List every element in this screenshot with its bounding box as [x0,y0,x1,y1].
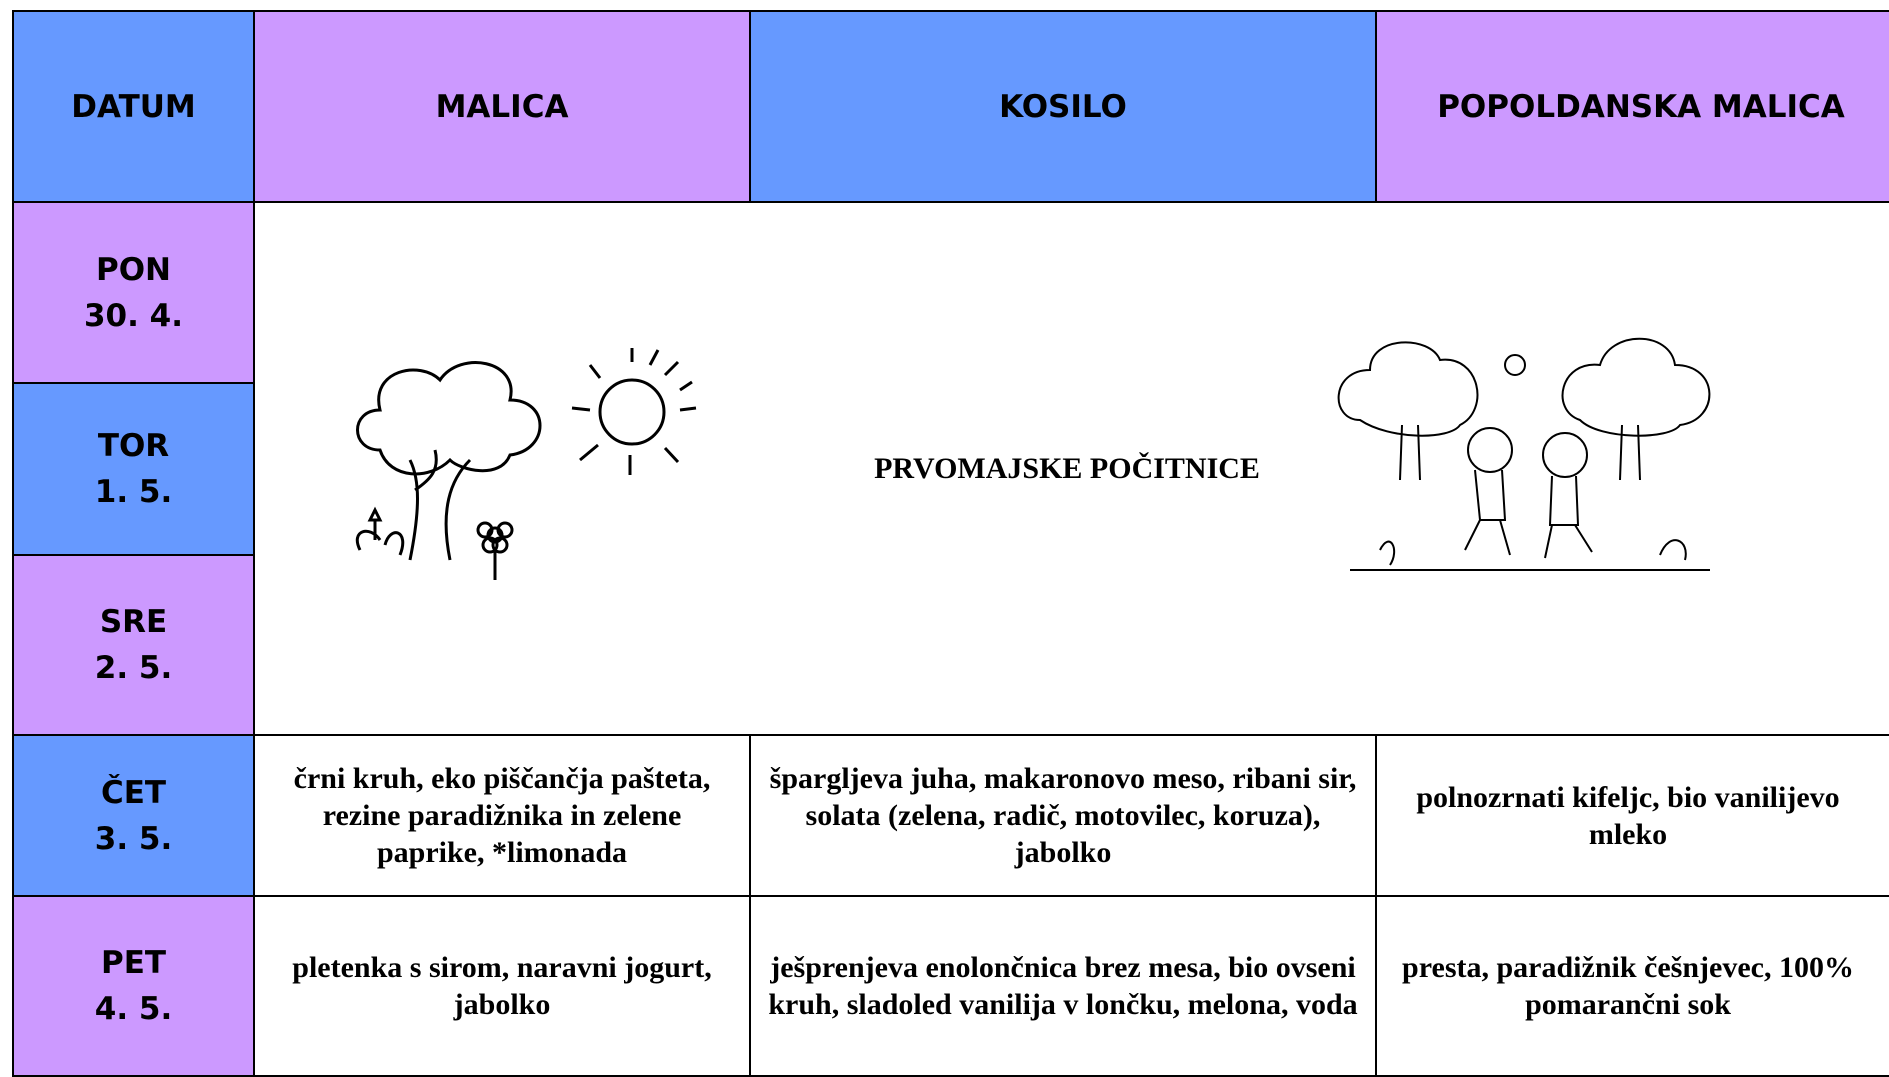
day-name: TOR [97,428,170,464]
day-cell: TOR 1. 5. [12,382,255,556]
meal-cell: pletenka s sirom, naravni jogurt, jabolk… [253,895,751,1077]
day-date: 2. 5. [94,650,173,686]
day-cell: PON 30. 4. [12,201,255,384]
day-cell: PET 4. 5. [12,895,255,1077]
meal-cell: ješprenjeva enolončnica brez mesa, bio o… [749,895,1377,1077]
day-name: ČET [100,774,167,811]
meal-cell: polnozrnati kifeljc, bio vanilijevo mlek… [1375,734,1889,897]
meal-cell: črni kruh, eko piščančja pašteta, rezine… [253,734,751,897]
column-header: MALICA [253,10,751,203]
day-cell: ČET 3. 5. [12,734,255,897]
day-name: SRE [99,604,168,640]
day-date: 3. 5. [94,820,173,857]
tree-sun-drawing [356,348,697,580]
meal-cell: presta, paradižnik češnjevec, 100% pomar… [1375,895,1889,1077]
column-header: KOSILO [749,10,1377,203]
day-name: PON [95,251,172,288]
meal-cell: špargljeva juha, makaronovo meso, ribani… [749,734,1377,897]
day-date: 30. 4. [83,297,184,334]
day-cell: SRE 2. 5. [12,554,255,736]
day-date: 4. 5. [94,991,173,1027]
day-name: PET [100,945,167,981]
column-header: POPOLDANSKA MALICA [1375,10,1889,203]
column-header: DATUM [12,10,255,203]
day-date: 1. 5. [94,474,173,510]
children-drawing [1337,337,1711,571]
